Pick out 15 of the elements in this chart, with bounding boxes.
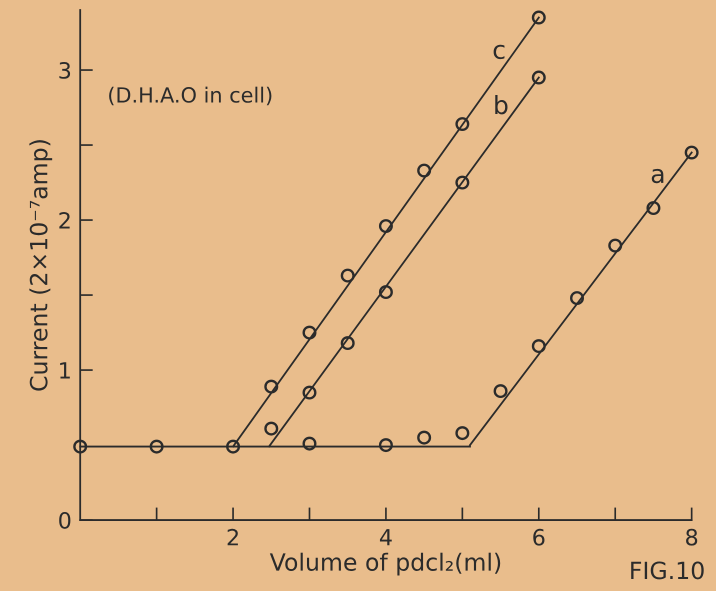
x-axis-title: Volume of pdcl₂(ml) xyxy=(270,552,500,576)
x-tick-label: 6 xyxy=(533,528,544,546)
x-tick-label: 4 xyxy=(380,529,392,546)
y-tick-label: 3 xyxy=(59,62,70,79)
series-label: b xyxy=(495,94,508,114)
x-tick-label: 2 xyxy=(228,528,238,546)
y-tick-label: 1 xyxy=(60,362,70,379)
y-tick-label: 0 xyxy=(59,512,70,529)
series-label: a xyxy=(652,168,664,184)
y-axis-title: Current (2×10⁻⁷amp) xyxy=(29,140,52,391)
caption: FIG.10 xyxy=(631,561,704,580)
series-label: c xyxy=(494,44,504,60)
x-tick-label: 8 xyxy=(686,528,698,546)
annotation: (D.H.A.O in cell) xyxy=(109,86,272,106)
y-tick-label: 2 xyxy=(59,212,70,229)
